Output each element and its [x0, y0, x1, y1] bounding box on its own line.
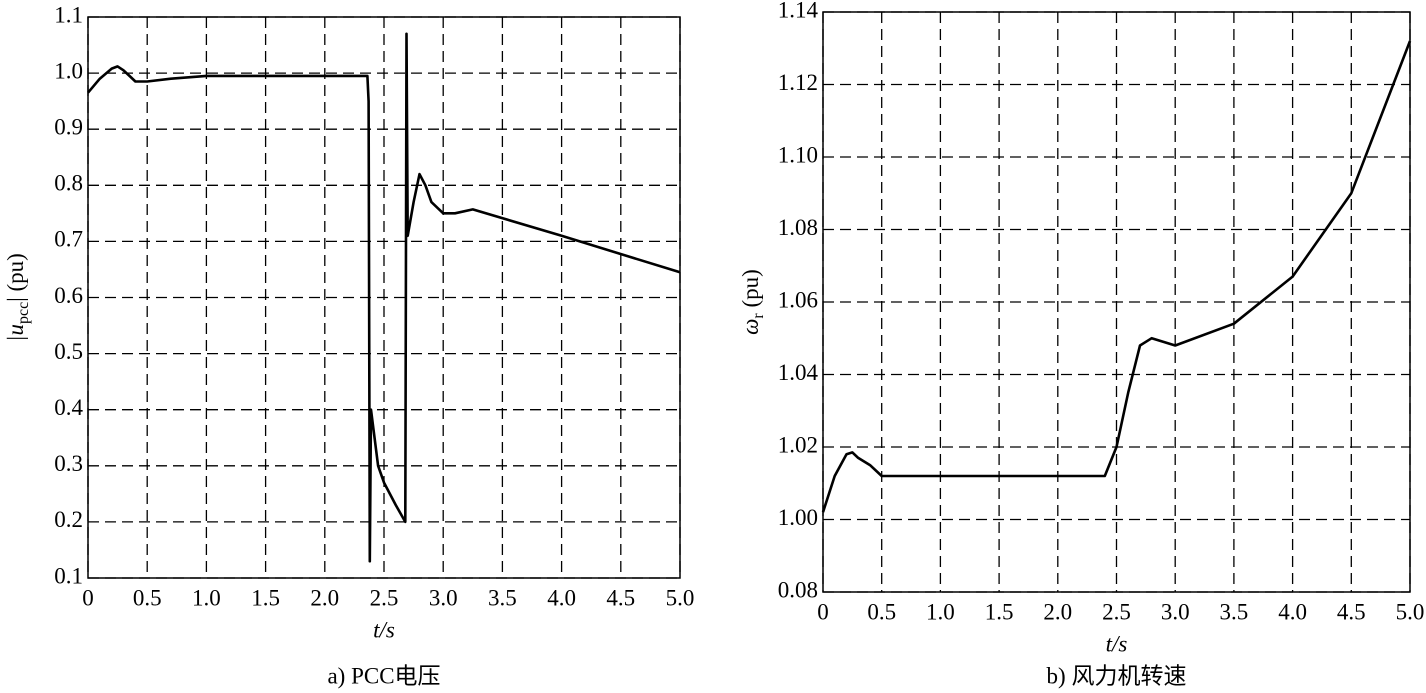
caption: b) 风力机转速: [1047, 663, 1187, 688]
y-tick-label: 1.0: [54, 58, 83, 83]
y-tick-label: 1.00: [778, 505, 818, 530]
x-tick-label: 0: [817, 599, 829, 624]
y-axis-label-part: pcc: [15, 302, 32, 324]
x-tick-label: 4.0: [547, 585, 576, 610]
data-line: [87, 32, 681, 563]
x-tick-label: 3.5: [1220, 599, 1249, 624]
x-tick-label: 2.0: [1043, 599, 1072, 624]
x-tick-label: 1.0: [192, 585, 221, 610]
x-tick-label: 2.5: [1102, 599, 1131, 624]
y-tick-label: 0.9: [54, 114, 83, 139]
y-tick-label: 0.7: [54, 227, 83, 252]
x-tick-label: 4.5: [1337, 599, 1366, 624]
x-tick-label: 5.0: [666, 585, 695, 610]
y-axis-label-part: (pu): [738, 269, 763, 313]
y-tick-label: 1.02: [778, 432, 818, 457]
y-tick-label: 1.1: [54, 2, 83, 27]
x-tick-label: 2.5: [370, 585, 399, 610]
x-tick-label: 1.0: [926, 599, 955, 624]
x-tick-label: 4.0: [1278, 599, 1307, 624]
y-tick-label: 1.14: [778, 0, 819, 22]
x-tick-label: 1.5: [251, 585, 280, 610]
y-tick-label: 0.2: [54, 507, 83, 532]
y-axis-label-part: r: [750, 313, 767, 319]
y-axis-label-part: | (pu): [3, 253, 28, 302]
caption: a) PCC电压: [327, 663, 440, 688]
x-tick-label: 1.5: [985, 599, 1014, 624]
y-tick-label: 0.1: [54, 563, 83, 588]
y-axis-label: ωr (pu): [738, 269, 766, 335]
y-axis-label: |upcc| (pu): [3, 253, 31, 342]
y-axis-label-part: ω: [738, 319, 763, 335]
y-tick-label: 0.6: [54, 283, 83, 308]
x-tick-label: 4.5: [606, 585, 635, 610]
x-tick-label: 2.0: [310, 585, 339, 610]
x-tick-label: 5.0: [1396, 599, 1425, 624]
y-tick-label: 0.4: [54, 395, 83, 420]
x-tick-label: 3.0: [429, 585, 458, 610]
y-tick-label: 1.08: [778, 215, 818, 240]
x-tick-label: 0: [82, 585, 94, 610]
y-tick-label: 1.04: [778, 360, 819, 385]
y-tick-label: 1.10: [778, 142, 818, 167]
y-tick-label: 0.3: [54, 451, 83, 476]
x-tick-label: 3.0: [1161, 599, 1190, 624]
y-axis-label-part: |u: [3, 324, 28, 342]
plot-frame: [87, 16, 681, 579]
x-axis-label: t/s: [1106, 631, 1128, 656]
y-tick-label: 1.12: [778, 70, 818, 95]
x-tick-label: 3.5: [488, 585, 517, 610]
x-axis-label: t/s: [373, 617, 395, 642]
y-tick-label: 0.08: [778, 577, 818, 602]
y-tick-label: 0.5: [54, 339, 83, 364]
x-tick-label: 0.5: [133, 585, 162, 610]
plot-frame: [822, 11, 1411, 593]
y-tick-label: 1.06: [778, 287, 818, 312]
data-line: [821, 40, 1412, 513]
x-tick-label: 0.5: [867, 599, 896, 624]
y-tick-label: 0.8: [54, 171, 83, 196]
